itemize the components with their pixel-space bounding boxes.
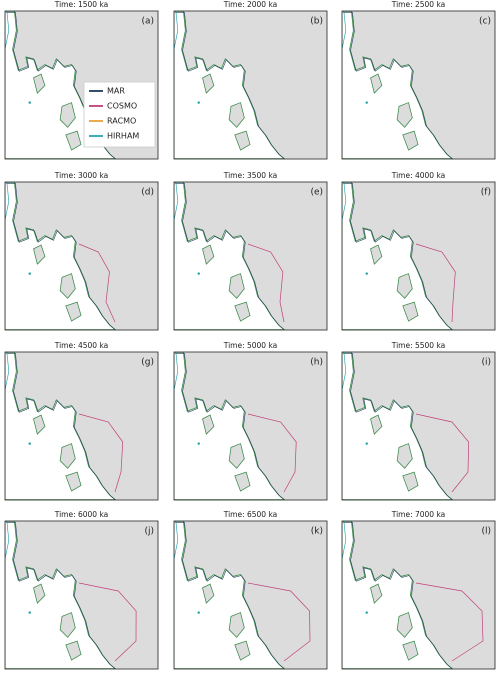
panel-frame: [4, 10, 159, 160]
map-panel: [342, 352, 495, 500]
panel-title: Time: 5000 ka: [223, 341, 278, 350]
panel-title: Time: 6500 ka: [223, 510, 278, 519]
panel-label: (c): [479, 17, 491, 27]
map-panel: [5, 352, 158, 500]
contour-line: [415, 243, 456, 323]
panel-frame: [341, 520, 496, 670]
panel-title: Time: 3500 ka: [223, 171, 278, 180]
panel-label: (b): [310, 17, 323, 27]
panel-frame: [173, 520, 328, 670]
panel-title: Time: 4000 ka: [391, 171, 446, 180]
panel-title: Time: 6000 ka: [54, 510, 109, 519]
map-panel: [342, 182, 495, 330]
contour-line: [78, 413, 124, 493]
panel-frame: [4, 351, 159, 501]
panel-label: (l): [481, 527, 491, 537]
panel-label: (j): [144, 527, 154, 537]
map-panel: [174, 352, 327, 500]
panel-label: (a): [141, 17, 154, 27]
panel-title: Time: 2000 ka: [223, 0, 278, 9]
contour-line: [247, 413, 297, 493]
panel-frame: [173, 351, 328, 501]
map-panel: [174, 521, 327, 669]
panel-title: Time: 3000 ka: [54, 171, 109, 180]
legend-label: HIRHAM: [107, 132, 139, 141]
panel-label: (h): [310, 358, 323, 368]
contour-line: [78, 582, 137, 662]
legend-label: MAR: [107, 87, 125, 96]
legend: MAR COSMO RACMO HIRHAM: [83, 81, 156, 148]
map-panel: [174, 11, 327, 159]
contour-line: [78, 243, 116, 323]
panel-frame: [341, 10, 496, 160]
map-panel: [5, 521, 158, 669]
panel-frame: [4, 181, 159, 331]
panel-frame: [173, 181, 328, 331]
panel-label: (d): [141, 188, 154, 198]
panel-title: Time: 5500 ka: [391, 341, 446, 350]
panel-frame: [4, 520, 159, 670]
panel-title: Time: 7000 ka: [391, 510, 446, 519]
contour-line: [415, 582, 484, 662]
panel-label: (g): [141, 358, 154, 368]
panel-title: Time: 4500 ka: [54, 341, 109, 350]
panel-frame: [341, 351, 496, 501]
legend-label: RACMO: [107, 117, 136, 126]
panel-label: (i): [481, 358, 491, 368]
legend-label: COSMO: [107, 102, 137, 111]
contour-line: [247, 582, 311, 662]
map-panel: [342, 521, 495, 669]
panel-label: (e): [310, 188, 323, 198]
map-panel: [342, 11, 495, 159]
contour-line: [247, 243, 285, 323]
panel-title: Time: 1500 ka: [54, 0, 109, 9]
panel-frame: [341, 181, 496, 331]
map-panel: [174, 182, 327, 330]
panel-label: (f): [481, 188, 491, 198]
map-panel: [5, 182, 158, 330]
panel-frame: [173, 10, 328, 160]
panel-label: (k): [311, 527, 323, 537]
panel-title: Time: 2500 ka: [391, 0, 446, 9]
contour-line: [415, 413, 470, 493]
